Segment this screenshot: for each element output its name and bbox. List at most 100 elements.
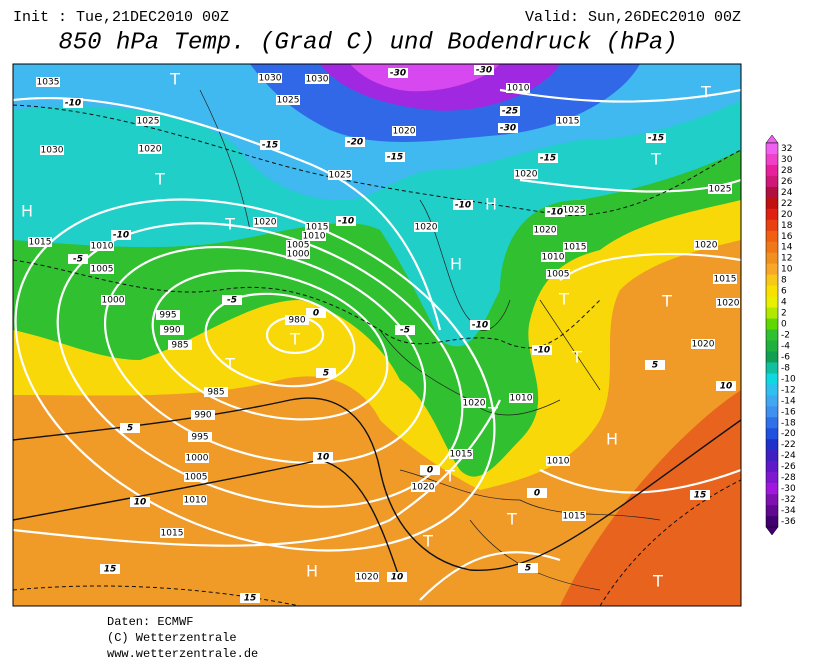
pressure-label-box (392, 126, 416, 136)
pressure-center: T (224, 355, 235, 374)
colorbar-band (766, 186, 778, 199)
temperature-label: 5 (525, 564, 531, 574)
field-red (560, 390, 741, 606)
colorbar-label: 30 (781, 155, 793, 165)
temperature-label: -15 (262, 141, 278, 151)
pressure-label-box (36, 77, 60, 87)
colorbar-band (766, 230, 778, 243)
temperature-label-box (420, 465, 440, 475)
pressure-label-box (302, 231, 326, 241)
colorbar-label: -8 (781, 363, 790, 373)
colorbar-label: -22 (781, 440, 796, 450)
temperature-label-box (646, 133, 666, 143)
pressure-label: 1005 (91, 265, 114, 275)
pressure-label-box (138, 144, 162, 154)
pressure-center: H (21, 202, 33, 221)
pressure-label: 1010 (184, 496, 207, 506)
pressure-label-box (546, 269, 570, 279)
pressure-label: 1025 (137, 117, 160, 127)
colorbar-band (766, 516, 778, 528)
colorbar-band (766, 384, 778, 396)
colorbar-label: 26 (781, 177, 793, 187)
temperature-label: 10 (134, 498, 147, 508)
pressure-center: T (558, 290, 569, 309)
pressure-label: 1025 (277, 96, 300, 106)
pressure-label: 1025 (329, 171, 352, 181)
pressure-label-box (562, 205, 586, 215)
pressure-label: 1000 (102, 296, 125, 306)
pressure-label: 1015 (564, 243, 587, 253)
pressure-label: 1020 (515, 170, 538, 180)
pressure-label: 1030 (306, 75, 329, 85)
pressure-label-box (258, 73, 282, 83)
temperature-label-box (500, 106, 520, 116)
pressure-label-box (101, 295, 125, 305)
colorbar-label: 10 (781, 265, 793, 275)
pressure-label: 1000 (186, 454, 209, 464)
pressure-label-box (563, 242, 587, 252)
colorbar-band (766, 494, 778, 506)
pressure-center: H (450, 255, 462, 274)
pressure-label-box (28, 237, 52, 247)
footer-line: Daten: ECMWF (107, 615, 193, 629)
temperature-label: -15 (648, 134, 664, 144)
temperature-label-box (545, 207, 565, 217)
temperature-label: 15 (244, 594, 257, 604)
colorbar-label: 20 (781, 210, 793, 220)
pressure-label-box (286, 240, 310, 250)
colorbar-label: -30 (781, 484, 796, 494)
pressure-center: T (154, 170, 165, 189)
temperature-label-box (306, 308, 326, 318)
colorbar-band (766, 351, 778, 363)
colorbar-label: -26 (781, 462, 796, 472)
pressure-label: 1010 (91, 242, 114, 252)
pressure-center: T (169, 70, 180, 89)
pressure-center: H (485, 195, 497, 214)
temperature-label: -10 (547, 208, 563, 218)
pressure-label: 1015 (714, 275, 737, 285)
temperature-label: -10 (65, 99, 81, 109)
colorbar-band (766, 505, 778, 517)
colorbar-band (766, 153, 778, 166)
pressure-label: 1020 (717, 299, 740, 309)
temperature-label-box (474, 65, 494, 75)
pressure-label-box (414, 222, 438, 232)
pressure-center: H (306, 562, 318, 581)
pressure-label: 1030 (259, 74, 282, 84)
colorbar-band (766, 483, 778, 495)
pressure-label-box (514, 169, 538, 179)
pressure-label: 995 (191, 433, 208, 443)
colorbar-band (766, 219, 778, 232)
colorbar-band (766, 406, 778, 418)
pressure-label-box (562, 511, 586, 521)
temperature-label-box (527, 488, 547, 498)
pressure-label: 1020 (356, 573, 379, 583)
pressure-label: 1000 (287, 250, 310, 260)
colorbar-label: 4 (781, 298, 787, 308)
pressure-label-box (188, 432, 212, 442)
pressure-label: 1015 (161, 529, 184, 539)
colorbar-label: 22 (781, 199, 792, 209)
temperature-label: -10 (455, 201, 471, 211)
temperature-label-box (120, 423, 140, 433)
temperature-label: 15 (694, 491, 707, 501)
pressure-label: 995 (159, 311, 176, 321)
pressure-label-box (355, 572, 379, 582)
pressure-label-box (716, 298, 740, 308)
pressure-label: 1020 (695, 241, 718, 251)
temperature-label-box (387, 572, 407, 582)
temperature-label-box (260, 140, 280, 150)
pressure-label-box (305, 222, 329, 232)
pressure-label-box (713, 274, 737, 284)
pressure-label-box (328, 170, 352, 180)
pressure-label: 1015 (306, 223, 329, 233)
colorbar-label: 18 (781, 221, 793, 231)
colorbar-tip (765, 134, 779, 144)
temperature-label-box (313, 452, 333, 462)
temperature-label-box (222, 295, 242, 305)
colorbar-label: 12 (781, 254, 792, 264)
pressure-label-box (305, 74, 329, 84)
temperature-label: 15 (104, 565, 117, 575)
pressure-label: 1015 (29, 238, 52, 248)
pressure-label-box (691, 339, 715, 349)
